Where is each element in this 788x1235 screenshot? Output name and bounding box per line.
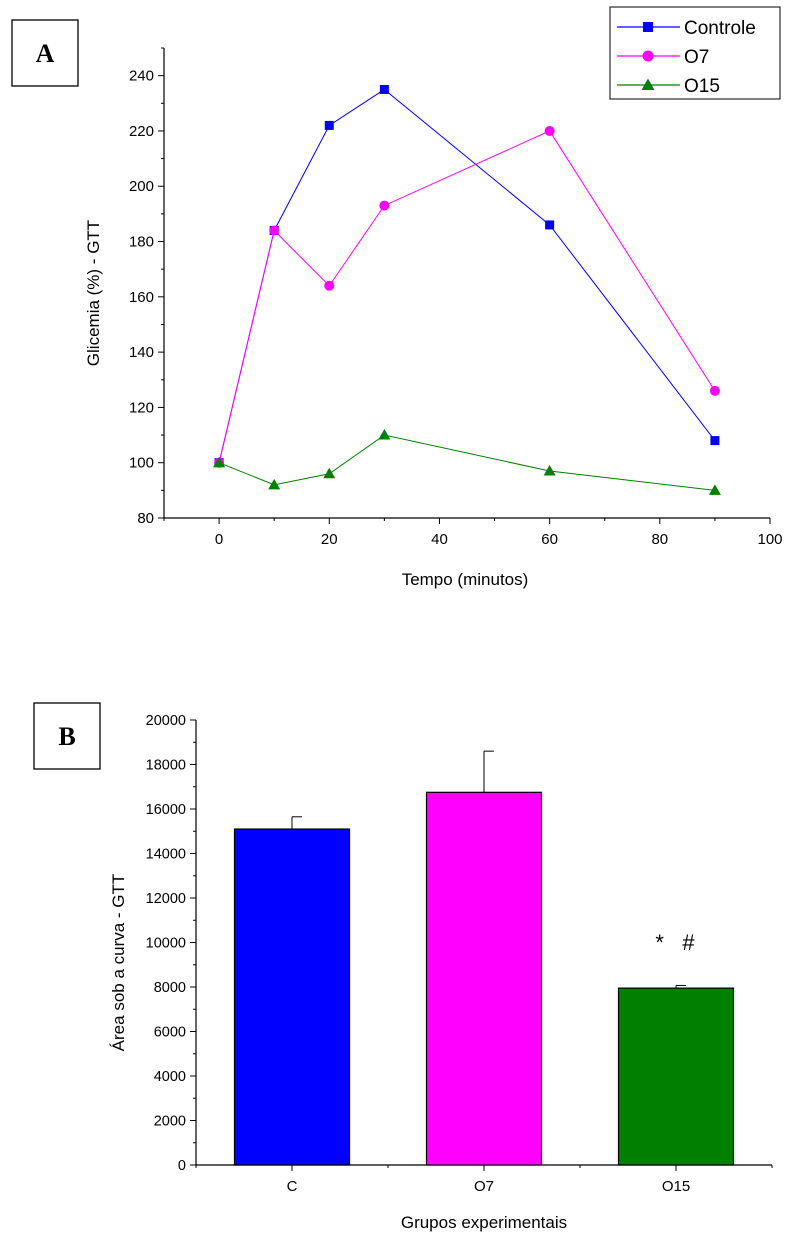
x-tick-label: 0 (215, 531, 223, 548)
data-point (269, 225, 280, 236)
data-point (323, 467, 336, 479)
y-tick-label: 220 (129, 123, 154, 140)
series-o7 (214, 125, 720, 468)
bar-group-o15 (617, 984, 735, 1166)
y-tick-label: 16000 (146, 802, 186, 818)
y-tick-label: 12000 (146, 891, 186, 907)
y-tick-label: 18000 (146, 758, 186, 774)
data-point (379, 84, 389, 94)
data-point (544, 125, 555, 136)
series-line (218, 434, 715, 491)
data-point (213, 456, 226, 468)
bar (425, 791, 543, 1166)
bar-group-c (233, 816, 351, 1166)
bar-group-o7 (425, 750, 543, 1166)
series-line (218, 88, 716, 463)
y-tick-label: 100 (129, 455, 154, 472)
y-tick-label: 6000 (154, 1025, 186, 1041)
y-tick-label: 160 (129, 289, 154, 306)
x-tick-label: O15 (662, 1178, 690, 1195)
bar-chart-panel-b: B 0 2000 4000 6000 8000 10000 12000 14000 16000 18… (33, 702, 773, 1232)
y-tick-label: 120 (129, 399, 154, 416)
x-axis-title: Tempo (minutos) (402, 570, 529, 589)
legend-marker (643, 22, 653, 32)
data-point (709, 385, 720, 396)
y-tick-label: 14000 (146, 847, 186, 863)
x-tick-label: 40 (431, 531, 448, 548)
x-tick-label: 20 (321, 531, 338, 548)
data-point (543, 465, 556, 476)
y-tick-label: 80 (137, 510, 154, 527)
y-tick-label: 140 (129, 344, 154, 361)
panel-label-box (33, 702, 101, 770)
y-tick-label: 200 (129, 178, 154, 195)
y-tick-label: 0 (178, 1158, 186, 1174)
data-point (324, 280, 335, 291)
bar (617, 987, 735, 1166)
panel-label-box (11, 19, 79, 87)
series-o15 (213, 429, 721, 495)
data-point (379, 200, 390, 211)
data-point (708, 484, 721, 495)
data-point (268, 478, 281, 490)
significance-annotation: * # (655, 930, 695, 955)
y-tick-label: 10000 (146, 936, 186, 952)
y-tick-label: 2000 (154, 1114, 186, 1130)
panel-label: B (58, 722, 75, 751)
y-axis-title: Área sob a curva - GTT (109, 874, 128, 1052)
legend-label: Controle (684, 18, 756, 39)
data-point (710, 436, 720, 446)
legend-marker (641, 78, 655, 90)
y-tick-label: 240 (129, 68, 154, 85)
bar (233, 828, 351, 1166)
series-line (218, 130, 716, 463)
data-point (324, 120, 334, 130)
series-controle (214, 84, 720, 468)
x-tick-label: 80 (651, 531, 668, 548)
y-tick-label: 180 (129, 234, 154, 251)
y-axis-title: Glicemia (%) - GTT (84, 220, 103, 366)
x-tick-label: 60 (541, 531, 558, 548)
legend-label: O15 (684, 76, 720, 97)
data-point (378, 429, 391, 440)
legend: Controle O7 O15 (609, 6, 781, 100)
y-tick-label: 8000 (154, 980, 186, 996)
legend-label: O7 (684, 47, 709, 68)
y-tick-label: 4000 (154, 1069, 186, 1085)
y-tick-label: 20000 (146, 713, 186, 729)
x-tick-label: 100 (757, 531, 782, 548)
x-tick-label: C (287, 1178, 298, 1195)
line-chart-panel-a: A 80 100 120 140 160 180 200 220 240 0 20 40 60 80 100 T… (11, 6, 783, 589)
x-axis-title: Grupos experimentais (401, 1213, 567, 1232)
x-tick-label: O7 (474, 1178, 494, 1195)
legend-box (609, 6, 781, 100)
data-point (545, 220, 555, 230)
legend-marker (642, 50, 654, 62)
panel-label: A (36, 39, 55, 68)
